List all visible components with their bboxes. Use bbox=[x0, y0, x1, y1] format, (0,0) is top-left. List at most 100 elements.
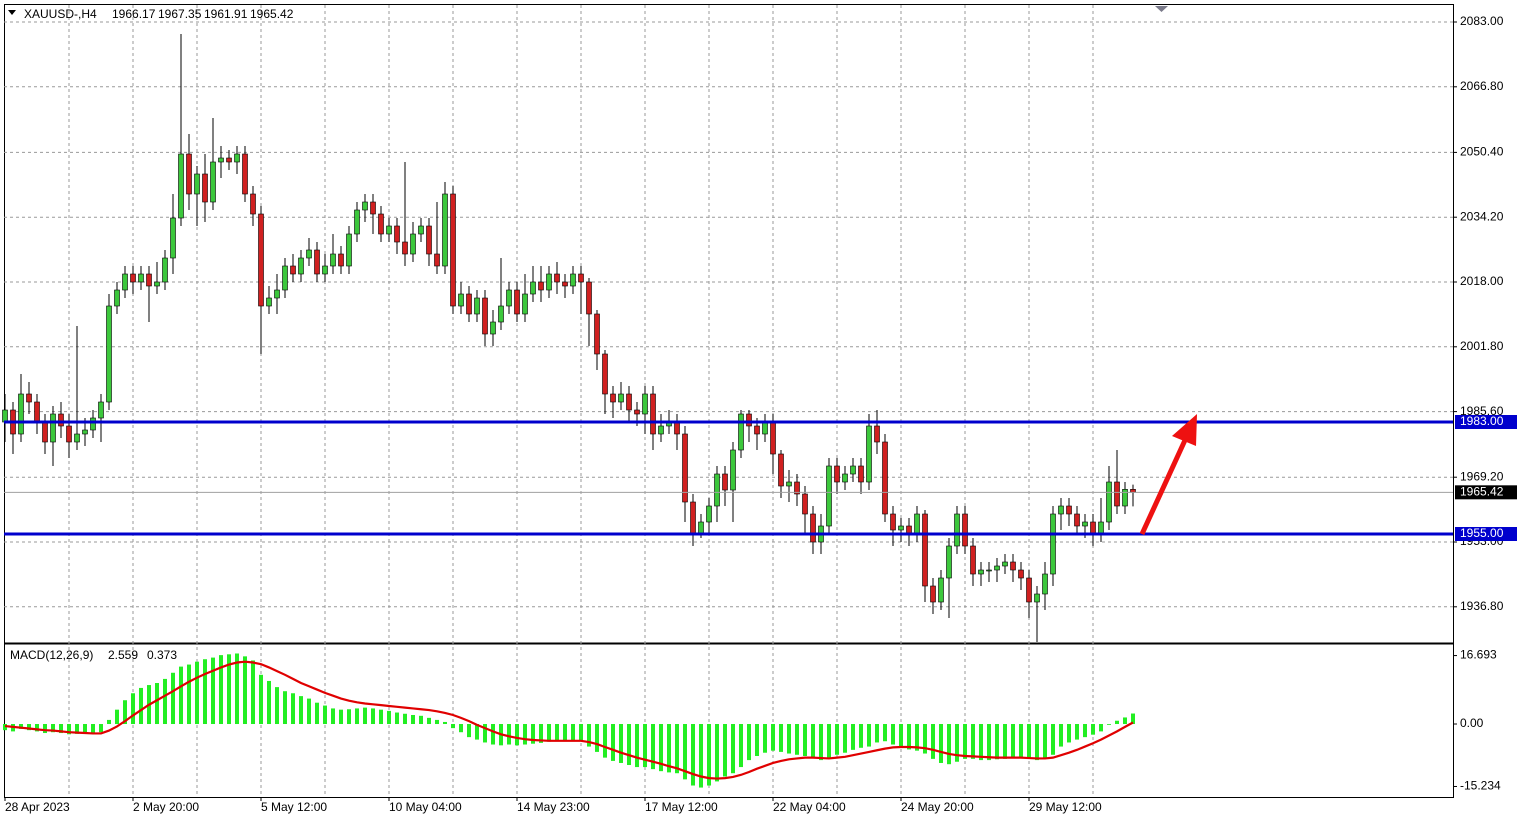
candle-body bbox=[1114, 481, 1120, 507]
candle-body bbox=[410, 233, 416, 255]
candle-body bbox=[1002, 561, 1008, 567]
candle-body bbox=[82, 429, 88, 435]
macd-bar bbox=[115, 709, 119, 725]
macd-bar bbox=[915, 724, 919, 751]
candle-body bbox=[338, 253, 344, 267]
level-label: 1955.00 bbox=[1460, 526, 1504, 540]
signal-line bbox=[4, 660, 1134, 780]
macd-bar bbox=[611, 724, 615, 761]
candle-body bbox=[314, 249, 320, 275]
macd-bar bbox=[963, 724, 967, 759]
macd-bar bbox=[691, 724, 695, 786]
macd-bar bbox=[763, 724, 767, 753]
macd-bar bbox=[875, 724, 879, 743]
candle-body bbox=[2, 409, 8, 423]
macd-bar bbox=[123, 700, 127, 725]
candle-body bbox=[434, 253, 440, 267]
macd-bar bbox=[19, 724, 23, 729]
candle-body bbox=[890, 513, 896, 531]
candle-body bbox=[618, 393, 624, 403]
macd-bar bbox=[859, 724, 863, 748]
candle-body bbox=[946, 545, 952, 579]
macd-bar bbox=[715, 724, 719, 782]
macd-bar bbox=[627, 724, 631, 766]
candle-body bbox=[730, 449, 736, 491]
candle-body bbox=[778, 453, 784, 487]
macd-bar bbox=[827, 724, 831, 759]
macd-bar bbox=[595, 724, 599, 752]
candle-body bbox=[714, 473, 720, 507]
candle-body bbox=[786, 481, 792, 487]
candle-body bbox=[106, 305, 112, 403]
candle-body bbox=[130, 273, 136, 283]
macd-bar bbox=[227, 654, 231, 725]
candle-body bbox=[1042, 573, 1048, 595]
macd-bar bbox=[315, 702, 319, 725]
candle-body bbox=[930, 585, 936, 603]
candle-body bbox=[426, 225, 432, 255]
macd-bar bbox=[323, 705, 327, 725]
x-tick-label: 28 Apr 2023 bbox=[5, 800, 70, 814]
candle-body bbox=[290, 265, 296, 275]
candle-body bbox=[354, 209, 360, 235]
candle-body bbox=[330, 253, 336, 267]
candle-body bbox=[1050, 513, 1056, 575]
macd-bar bbox=[211, 657, 215, 725]
macd-bar bbox=[235, 653, 239, 725]
candle-body bbox=[514, 289, 520, 315]
macd-bar bbox=[371, 708, 375, 725]
macd-bar bbox=[299, 696, 303, 725]
text-layer: XAUUSD-,H4 1966.17 1967.35 1961.91 1965.… bbox=[5, 7, 1517, 814]
candle-body bbox=[442, 193, 448, 267]
candle-body bbox=[746, 413, 752, 427]
macd-bar bbox=[1043, 724, 1047, 759]
macd-bar bbox=[851, 724, 855, 750]
macd-bar bbox=[971, 724, 975, 759]
macd-bar bbox=[683, 724, 687, 780]
macd-bar bbox=[1115, 720, 1119, 725]
candle-body bbox=[506, 289, 512, 307]
candle-body bbox=[386, 225, 392, 235]
y-tick-label: 2050.40 bbox=[1460, 145, 1504, 159]
macd-bar bbox=[419, 715, 423, 725]
candle-body bbox=[770, 421, 776, 455]
candle-body bbox=[50, 413, 56, 443]
y-tick-label: 2034.20 bbox=[1460, 209, 1504, 223]
candle-body bbox=[538, 281, 544, 291]
macd-bar bbox=[747, 724, 751, 761]
macd-bar bbox=[75, 724, 79, 734]
macd-bar bbox=[379, 709, 383, 725]
macd-bar bbox=[819, 724, 823, 761]
macd-bar bbox=[43, 724, 47, 734]
macd-bar bbox=[739, 724, 743, 768]
candle-body bbox=[826, 465, 832, 527]
macd-bar bbox=[667, 724, 671, 773]
macd-bar bbox=[699, 724, 703, 788]
macd-bar bbox=[387, 710, 391, 725]
arrow-shaft bbox=[1139, 436, 1189, 536]
macd-bar bbox=[363, 707, 367, 725]
candle-body bbox=[570, 273, 576, 287]
macd-bar bbox=[659, 724, 663, 772]
candle-body bbox=[18, 393, 24, 435]
candle-body bbox=[58, 413, 64, 427]
macd-bar bbox=[131, 693, 135, 725]
candle-body bbox=[1098, 521, 1104, 535]
candle-body bbox=[546, 273, 552, 291]
x-tick-label: 22 May 04:00 bbox=[773, 800, 846, 814]
macd-bar bbox=[251, 660, 255, 725]
candle-body bbox=[522, 293, 528, 315]
macd-bar bbox=[27, 724, 31, 731]
menu-triangle bbox=[8, 10, 16, 15]
candle-body bbox=[978, 569, 984, 575]
macd-bar bbox=[451, 724, 455, 729]
candle-body bbox=[466, 293, 472, 315]
candle-body bbox=[578, 273, 584, 283]
candle-body bbox=[306, 249, 312, 259]
macd-bar bbox=[1011, 724, 1015, 758]
candle-body bbox=[562, 281, 568, 287]
candle-body bbox=[162, 257, 168, 283]
macd-bar bbox=[1123, 717, 1127, 725]
candle-body bbox=[1018, 569, 1024, 579]
macd-bar bbox=[467, 724, 471, 738]
